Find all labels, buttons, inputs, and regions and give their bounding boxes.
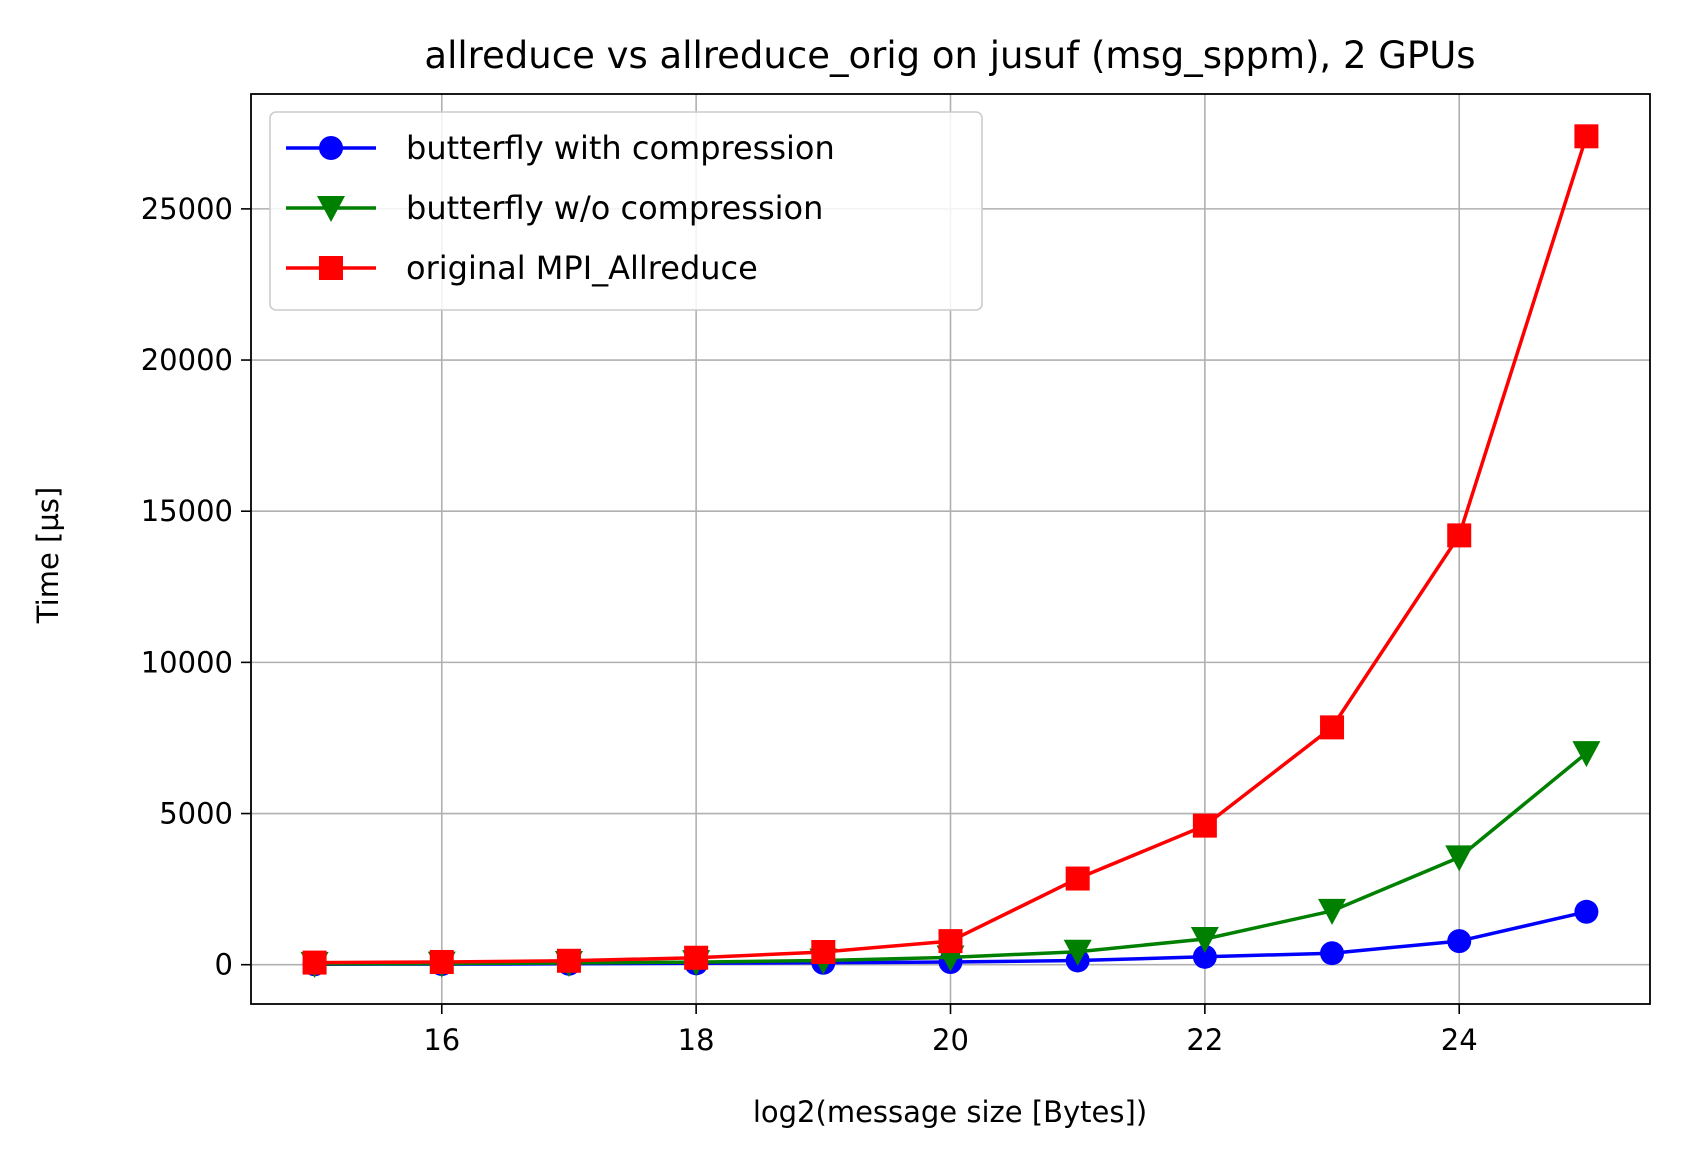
data-point — [1320, 715, 1345, 740]
x-tick-label: 20 — [932, 1023, 969, 1057]
y-tick-label: 25000 — [141, 192, 233, 226]
legend-label: original MPI_Allreduce — [406, 249, 758, 287]
legend-swatch-marker — [317, 196, 345, 222]
data-point — [1445, 845, 1474, 872]
data-point — [1572, 741, 1601, 768]
x-tick-label: 16 — [423, 1023, 460, 1057]
data-point — [1192, 944, 1217, 969]
data-point — [1065, 866, 1090, 891]
series-layer — [300, 124, 1601, 978]
data-point — [1190, 927, 1219, 953]
tick-layer: 16 18 20 22 24 0 5000 10000 15000 20000 25000 — [141, 192, 1478, 1057]
legend-label: butterfly with compression — [406, 129, 835, 167]
data-point — [1192, 813, 1217, 838]
series-original-mpi-allreduce — [302, 124, 1599, 975]
legend-swatch-marker — [319, 136, 343, 160]
data-point — [1447, 929, 1472, 954]
data-point — [556, 948, 581, 973]
y-tick-label: 10000 — [141, 645, 233, 679]
data-point — [938, 929, 963, 954]
y-tick-label: 20000 — [141, 343, 233, 377]
x-tick-label: 24 — [1441, 1023, 1478, 1057]
legend-swatch-marker — [319, 256, 343, 280]
chart-title: allreduce vs allreduce_orig on jusuf (ms… — [424, 34, 1475, 77]
x-tick-label: 22 — [1186, 1023, 1223, 1057]
legend-label: butterfly w/o compression — [406, 189, 823, 227]
data-point — [1318, 898, 1347, 925]
x-axis-label: log2(message size [Bytes]) — [753, 1095, 1147, 1129]
data-point — [684, 945, 709, 970]
legend: butterfly with compression butterfly w/o … — [269, 111, 983, 311]
legend-box — [269, 111, 983, 311]
y-tick-label: 15000 — [141, 494, 233, 528]
y-tick-label: 0 — [215, 948, 233, 982]
data-point — [302, 950, 327, 975]
data-point — [1063, 939, 1092, 966]
data-point — [1447, 523, 1472, 548]
data-point — [1574, 124, 1599, 149]
data-point — [429, 949, 454, 974]
y-axis-label: Time [µs] — [31, 487, 65, 624]
data-point — [1574, 899, 1599, 924]
x-tick-label: 18 — [678, 1023, 715, 1057]
data-point — [811, 940, 836, 964]
y-tick-label: 5000 — [159, 797, 233, 831]
data-point — [1320, 941, 1345, 966]
